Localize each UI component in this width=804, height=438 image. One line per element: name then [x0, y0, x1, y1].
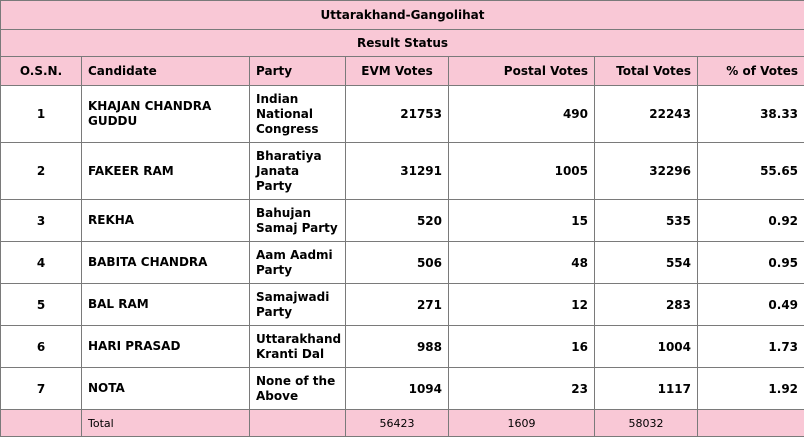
total-empty-cell	[249, 409, 346, 437]
cell-candidate: REKHA	[81, 199, 250, 242]
cell-total-votes: 1117	[594, 367, 698, 410]
total-row: Total 56423 1609 58032	[0, 409, 804, 437]
cell-postal-votes: 490	[448, 85, 595, 143]
cell-evm-votes: 520	[345, 199, 449, 242]
header-row: O.S.N. Candidate Party EVM Votes Postal …	[0, 56, 804, 86]
column-header-total-votes: Total Votes	[594, 56, 698, 86]
cell-postal-votes: 48	[448, 241, 595, 284]
cell-evm-votes: 31291	[345, 142, 449, 200]
total-total-votes: 58032	[594, 409, 698, 437]
cell-party: Aam Aadmi Party	[249, 241, 346, 284]
cell-percent-votes: 1.92	[696, 367, 804, 410]
table-row: 4 BABITA CHANDRA Aam Aadmi Party 506 48 …	[0, 241, 804, 284]
table-subtitle: Result Status	[0, 29, 804, 57]
cell-total-votes: 535	[594, 199, 698, 242]
cell-candidate: BABITA CHANDRA	[81, 241, 250, 284]
table-row: 2 FAKEER RAM Bharatiya Janata Party 3129…	[0, 142, 804, 200]
total-label: Total	[81, 409, 250, 437]
table-title: Uttarakhand-Gangolihat	[0, 0, 804, 30]
cell-percent-votes: 0.49	[696, 283, 804, 326]
table-row: 1 KHAJAN CHANDRA GUDDU Indian National C…	[0, 85, 804, 143]
cell-osn: 5	[0, 283, 82, 326]
cell-osn: 4	[0, 241, 82, 284]
cell-party: Bharatiya Janata Party	[249, 142, 346, 200]
cell-total-votes: 283	[594, 283, 698, 326]
cell-party: Indian National Congress	[249, 85, 346, 143]
total-empty-cell	[696, 409, 804, 437]
cell-osn: 2	[0, 142, 82, 200]
column-header-evm-votes: EVM Votes	[345, 56, 449, 86]
cell-osn: 3	[0, 199, 82, 242]
column-header-percent-votes: % of Votes	[696, 56, 804, 86]
total-evm-votes: 56423	[345, 409, 449, 437]
cell-total-votes: 22243	[594, 85, 698, 143]
cell-candidate: HARI PRASAD	[81, 325, 250, 368]
cell-percent-votes: 55.65	[696, 142, 804, 200]
cell-total-votes: 554	[594, 241, 698, 284]
cell-party: Samajwadi Party	[249, 283, 346, 326]
cell-percent-votes: 1.73	[696, 325, 804, 368]
cell-total-votes: 32296	[594, 142, 698, 200]
cell-candidate: NOTA	[81, 367, 250, 410]
cell-total-votes: 1004	[594, 325, 698, 368]
cell-postal-votes: 1005	[448, 142, 595, 200]
column-header-candidate: Candidate	[81, 56, 250, 86]
cell-evm-votes: 21753	[345, 85, 449, 143]
cell-party: None of the Above	[249, 367, 346, 410]
cell-party: Bahujan Samaj Party	[249, 199, 346, 242]
total-empty-cell	[0, 409, 82, 437]
table-row: 7 NOTA None of the Above 1094 23 1117 1.…	[0, 367, 804, 410]
column-header-postal-votes: Postal Votes	[448, 56, 595, 86]
cell-percent-votes: 0.95	[696, 241, 804, 284]
status-row: Result Status	[0, 29, 804, 57]
table-row: 3 REKHA Bahujan Samaj Party 520 15 535 0…	[0, 199, 804, 242]
cell-evm-votes: 506	[345, 241, 449, 284]
cell-candidate: KHAJAN CHANDRA GUDDU	[81, 85, 250, 143]
cell-percent-votes: 0.92	[696, 199, 804, 242]
cell-osn: 7	[0, 367, 82, 410]
cell-evm-votes: 1094	[345, 367, 449, 410]
cell-osn: 6	[0, 325, 82, 368]
column-header-party: Party	[249, 56, 346, 86]
cell-candidate: BAL RAM	[81, 283, 250, 326]
title-row: Uttarakhand-Gangolihat	[0, 0, 804, 30]
cell-party: Uttarakhand Kranti Dal	[249, 325, 346, 368]
column-header-osn: O.S.N.	[0, 56, 82, 86]
cell-postal-votes: 16	[448, 325, 595, 368]
cell-percent-votes: 38.33	[696, 85, 804, 143]
cell-postal-votes: 12	[448, 283, 595, 326]
cell-evm-votes: 988	[345, 325, 449, 368]
cell-postal-votes: 15	[448, 199, 595, 242]
cell-candidate: FAKEER RAM	[81, 142, 250, 200]
table-row: 6 HARI PRASAD Uttarakhand Kranti Dal 988…	[0, 325, 804, 368]
cell-evm-votes: 271	[345, 283, 449, 326]
cell-osn: 1	[0, 85, 82, 143]
total-postal-votes: 1609	[448, 409, 595, 437]
table-row: 5 BAL RAM Samajwadi Party 271 12 283 0.4…	[0, 283, 804, 326]
cell-postal-votes: 23	[448, 367, 595, 410]
